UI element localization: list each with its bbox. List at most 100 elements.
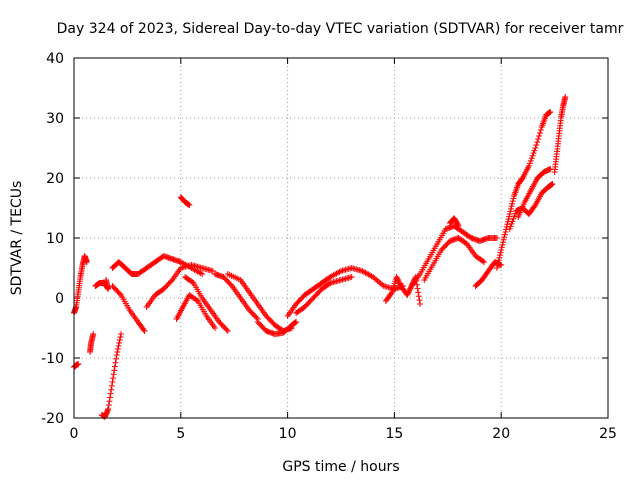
y-tick-label: 10 (46, 231, 64, 247)
data-point (498, 247, 505, 253)
data-point (502, 229, 509, 235)
x-tick-label: 0 (70, 426, 79, 442)
chart-title: Day 324 of 2023, Sidereal Day-to-day VTE… (57, 21, 624, 37)
data-point (404, 292, 411, 298)
data-point (530, 150, 537, 157)
data-point (110, 375, 117, 382)
data-point (416, 297, 423, 304)
data-point (105, 402, 112, 409)
data-point (141, 328, 148, 334)
data-point (493, 265, 500, 271)
data-point (495, 257, 502, 264)
y-axis-label: SDTVAR / TECUs (9, 181, 25, 296)
data-point (535, 136, 542, 142)
data-point (111, 367, 118, 374)
data-point (227, 281, 234, 288)
data-point (534, 139, 541, 145)
data-point (253, 314, 260, 321)
plot-frame (73, 57, 609, 419)
data-point (113, 352, 120, 358)
data-point (388, 290, 395, 297)
data-point (479, 258, 486, 265)
data-point (114, 346, 121, 352)
x-tick-label: 15 (385, 426, 403, 442)
data-point (107, 390, 114, 397)
data-point (393, 274, 400, 280)
data-point (499, 241, 506, 248)
data-point (507, 223, 514, 230)
data-point (481, 259, 488, 265)
data-point (528, 155, 535, 162)
data-point (531, 147, 538, 154)
data-point (533, 142, 540, 148)
data-point (508, 203, 515, 210)
data-point (404, 290, 411, 297)
data-point (415, 289, 422, 296)
data-point (496, 252, 503, 259)
data-point (536, 130, 543, 136)
data-point (211, 325, 218, 331)
data-point (106, 398, 113, 405)
data-point (326, 280, 333, 287)
data-point (395, 279, 402, 286)
data-point (511, 213, 518, 220)
data-point (199, 271, 206, 277)
data-point (494, 262, 501, 269)
data-point (496, 254, 503, 261)
data-point (407, 285, 414, 292)
data-point (394, 276, 401, 283)
data-point (501, 234, 508, 241)
data-point (405, 289, 412, 296)
data-point (510, 195, 517, 202)
data-point (507, 205, 514, 212)
data-point (506, 213, 513, 220)
y-tick-label: 20 (46, 171, 64, 187)
data-point (497, 249, 504, 256)
x-tick-label: 5 (176, 426, 185, 442)
data-point (83, 259, 90, 265)
data-point (395, 277, 402, 284)
data-point (75, 361, 82, 367)
data-point (495, 259, 502, 266)
x-tick-label: 20 (492, 426, 510, 442)
data-point (525, 163, 532, 169)
data-point (109, 379, 116, 385)
data-point (562, 94, 569, 100)
data-point (498, 244, 505, 251)
data-point (110, 371, 117, 378)
data-point (116, 340, 123, 346)
data-point (293, 319, 300, 325)
data-point (532, 145, 539, 151)
data-point (103, 277, 110, 283)
data-point (455, 223, 462, 229)
grid (74, 58, 608, 418)
data-point (417, 301, 424, 307)
data-point (108, 382, 115, 389)
data-point (506, 226, 513, 232)
data-point (116, 337, 123, 343)
data-point (107, 394, 114, 401)
data-point (224, 328, 231, 334)
data-series (71, 94, 569, 420)
y-tick-label: -10 (41, 351, 64, 367)
data-point (509, 200, 516, 207)
data-point (507, 208, 514, 215)
data-point (394, 275, 401, 282)
y-tick-label: 0 (55, 291, 64, 307)
data-point (168, 278, 175, 285)
data-point (508, 220, 515, 227)
data-point (406, 288, 413, 295)
data-point (117, 331, 124, 337)
data-point (112, 359, 119, 366)
data-point (186, 202, 193, 208)
data-point (509, 218, 516, 225)
data-point (510, 215, 517, 222)
data-point (537, 127, 544, 133)
data-point (527, 157, 534, 164)
data-point (407, 284, 414, 291)
x-tick-label: 10 (279, 426, 297, 442)
data-point (531, 203, 538, 210)
data-point (117, 334, 124, 340)
data-point (108, 386, 115, 393)
